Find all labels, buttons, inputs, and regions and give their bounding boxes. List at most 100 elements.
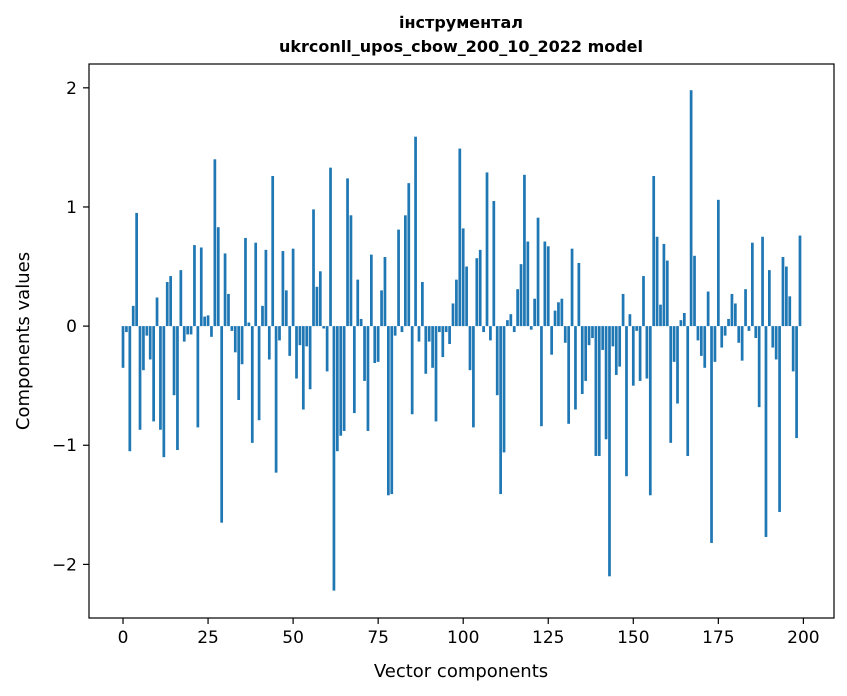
bar-21: [193, 245, 196, 327]
bar-93: [438, 326, 441, 333]
bar-82: [400, 326, 404, 333]
bar-44: [271, 175, 275, 327]
bar-60: [325, 326, 329, 372]
bar-111: [499, 326, 502, 495]
bar-3: [131, 305, 135, 327]
bar-125: [546, 246, 550, 327]
bar-95: [444, 326, 448, 333]
bar-122: [536, 217, 540, 327]
bar-84: [407, 183, 411, 327]
bar-194: [781, 257, 785, 327]
x-tick-label: 125: [532, 628, 564, 648]
y-tick-label: 0: [66, 317, 77, 337]
bar-62: [332, 326, 336, 591]
bar-135: [580, 326, 584, 395]
bar-31: [227, 293, 230, 327]
bar-15: [172, 326, 176, 396]
bar-37: [247, 322, 251, 327]
bar-74: [373, 326, 377, 364]
x-tick-label: 50: [282, 628, 304, 648]
bar-109: [492, 201, 496, 327]
bar-46: [278, 326, 281, 341]
bar-10: [155, 297, 159, 327]
bar-86: [414, 136, 417, 327]
bar-91: [431, 326, 434, 368]
plot-frame: [88, 63, 835, 619]
bar-168: [693, 255, 696, 327]
bar-140: [597, 326, 601, 456]
bar-107: [485, 172, 489, 327]
bar-67: [349, 215, 353, 327]
bar-152: [638, 326, 642, 381]
x-axis-ticks: 0 25 50 75 100 125 150 175 200: [118, 618, 820, 648]
bar-169: [696, 326, 700, 341]
bar-180: [733, 303, 737, 327]
bar-97: [451, 303, 455, 327]
bar-118: [523, 174, 526, 327]
bar-104: [475, 258, 479, 327]
y-axis-label: Components values: [13, 252, 34, 430]
bar-61: [329, 167, 332, 327]
bar-199: [798, 235, 802, 327]
bar-167: [689, 90, 693, 327]
y-tick-label: 2: [66, 79, 77, 99]
bar-76: [380, 290, 383, 327]
bar-36: [244, 237, 247, 327]
bar-64: [339, 326, 343, 436]
bar-191: [771, 326, 775, 348]
bar-57: [315, 286, 319, 327]
bar-177: [723, 326, 727, 336]
bar-129: [560, 298, 564, 327]
bar-132: [570, 248, 574, 327]
bar-85: [410, 326, 414, 415]
bar-58: [318, 271, 322, 327]
bar-137: [587, 326, 591, 346]
bar-16: [176, 326, 179, 451]
bar-68: [352, 326, 356, 414]
bar-30: [223, 253, 227, 327]
x-tick-label: 150: [617, 628, 649, 648]
bar-48: [284, 290, 288, 327]
bar-157: [655, 236, 659, 327]
bar-88: [421, 282, 424, 327]
bar-69: [356, 279, 360, 327]
bar-160: [665, 260, 669, 327]
bar-27: [213, 159, 217, 327]
bar-112: [502, 326, 506, 453]
bar-1: [125, 326, 128, 333]
bar-33: [233, 326, 237, 353]
bar-89: [424, 326, 428, 374]
bar-123: [540, 326, 543, 427]
bar-54: [305, 326, 309, 347]
bar-29: [220, 326, 224, 523]
x-tick-label: 0: [118, 628, 129, 648]
bar-18: [182, 326, 186, 342]
bar-0: [121, 326, 125, 368]
bar-183: [744, 289, 747, 327]
bars-group: [121, 90, 802, 591]
bar-121: [533, 298, 536, 327]
bar-145: [614, 326, 618, 375]
bar-43: [267, 326, 271, 360]
bar-34: [237, 326, 241, 400]
bar-11: [159, 326, 162, 430]
bar-17: [179, 270, 183, 327]
bar-174: [713, 326, 717, 362]
bar-124: [543, 241, 547, 327]
bar-96: [448, 326, 451, 344]
bar-133: [574, 326, 577, 410]
bar-105: [478, 249, 482, 327]
bar-79: [390, 326, 394, 495]
bar-196: [788, 296, 792, 327]
bar-55: [308, 326, 312, 390]
bar-110: [495, 326, 499, 396]
bar-8: [148, 326, 152, 360]
bar-98: [455, 279, 458, 327]
bar-170: [699, 326, 703, 356]
bar-78: [387, 326, 390, 496]
bar-130: [563, 326, 567, 343]
x-tick-label: 200: [787, 628, 819, 648]
bar-28: [216, 227, 220, 327]
bar-41: [261, 305, 264, 327]
